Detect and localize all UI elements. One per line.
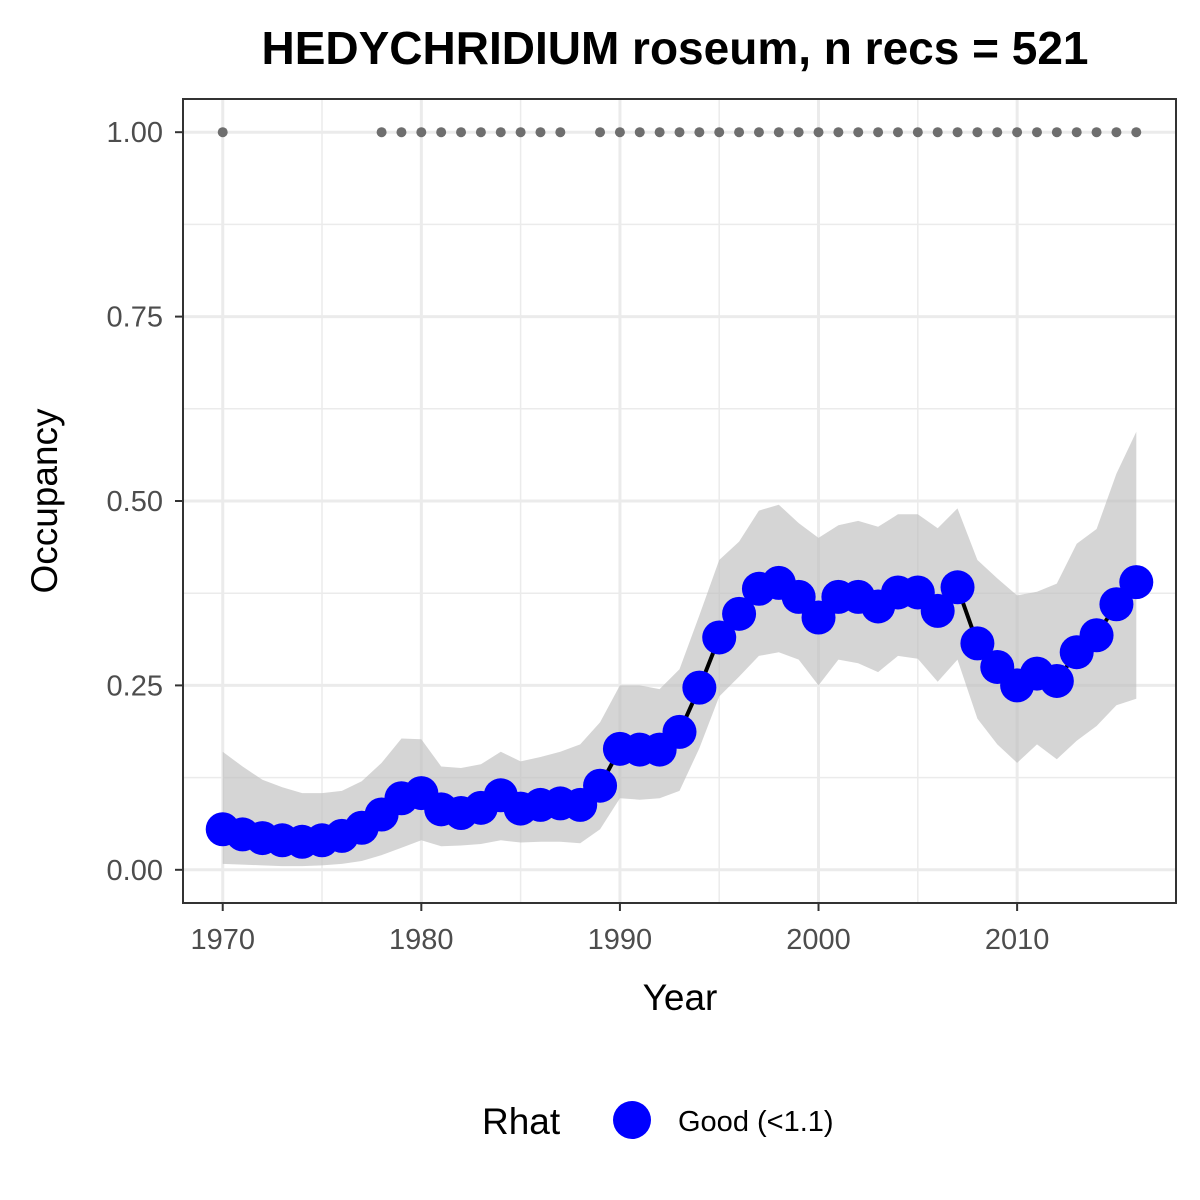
- record-year-dot: [853, 127, 864, 138]
- record-year-dot: [793, 127, 804, 138]
- legend-title: Rhat: [482, 1101, 561, 1142]
- data-point: [662, 714, 697, 749]
- y-tick-label: 0.50: [107, 486, 163, 518]
- data-point: [1099, 587, 1134, 622]
- record-year-dot: [1131, 127, 1142, 138]
- record-year-dot: [734, 127, 745, 138]
- record-year-dot: [654, 127, 665, 138]
- record-year-dot: [1051, 127, 1062, 138]
- legend-key-good: [613, 1101, 651, 1139]
- data-point: [1119, 565, 1154, 600]
- y-tick-label: 1.00: [107, 117, 163, 149]
- legend-label-good: Good (<1.1): [678, 1106, 834, 1138]
- record-year-dot: [436, 127, 447, 138]
- record-year-dot: [475, 127, 486, 138]
- y-tick-label: 0.75: [107, 302, 163, 334]
- record-year-dot: [1111, 127, 1122, 138]
- chart-title: HEDYCHRIDIUM roseum, n recs = 521: [262, 22, 1089, 74]
- plot-panel: [183, 99, 1176, 903]
- record-year-dot: [992, 127, 1003, 138]
- record-year-dot: [972, 127, 983, 138]
- y-tick-label: 0.25: [107, 670, 163, 702]
- data-point: [583, 768, 618, 803]
- confidence-ribbon: [222, 431, 1137, 867]
- record-year-dot: [753, 127, 764, 138]
- record-year-dot: [1012, 127, 1023, 138]
- record-year-dot: [217, 127, 228, 138]
- data-point: [960, 626, 995, 661]
- data-point: [722, 596, 757, 631]
- data-point: [682, 670, 717, 705]
- record-year-dot: [376, 127, 387, 138]
- legend: Rhat Good (<1.1): [482, 1101, 834, 1142]
- record-year-dot: [833, 127, 844, 138]
- record-year-dot: [892, 127, 903, 138]
- record-year-dot: [535, 127, 546, 138]
- x-tick-label: 2010: [985, 924, 1050, 956]
- x-tick-label: 2000: [786, 924, 851, 956]
- axes: 1970 1980 1990 2000 2010 0.00 0.25 0.50 0.75 1.00: [107, 98, 1177, 956]
- record-year-dot: [694, 127, 705, 138]
- record-year-dot: [813, 127, 824, 138]
- record-year-dot: [773, 127, 784, 138]
- x-axis-title: Year: [643, 977, 718, 1018]
- data-point: [1079, 618, 1114, 653]
- y-axis-title: Occupancy: [24, 408, 65, 594]
- record-year-dot: [515, 127, 526, 138]
- record-year-dot: [952, 127, 963, 138]
- data-point: [920, 593, 955, 628]
- x-tick-label: 1990: [588, 924, 653, 956]
- record-year-dot: [495, 127, 506, 138]
- data-point: [940, 570, 975, 605]
- record-year-dot: [614, 127, 625, 138]
- data-point: [1039, 663, 1074, 698]
- record-year-dot: [1031, 127, 1042, 138]
- record-year-dot: [555, 127, 566, 138]
- x-tick-label: 1970: [190, 924, 255, 956]
- record-year-dot: [456, 127, 467, 138]
- record-year-dot: [595, 127, 606, 138]
- record-year-dot: [674, 127, 685, 138]
- data-point: [702, 620, 737, 655]
- x-tick-label: 1980: [389, 924, 454, 956]
- record-year-dot: [634, 127, 645, 138]
- record-year-dot: [912, 127, 923, 138]
- record-year-dot: [1071, 127, 1082, 138]
- record-year-dot: [1091, 127, 1102, 138]
- record-year-dot: [416, 127, 427, 138]
- record-year-dot: [873, 127, 884, 138]
- record-year-dot: [932, 127, 943, 138]
- y-tick-label: 0.00: [107, 855, 163, 887]
- record-year-dot: [714, 127, 725, 138]
- record-year-dot: [396, 127, 407, 138]
